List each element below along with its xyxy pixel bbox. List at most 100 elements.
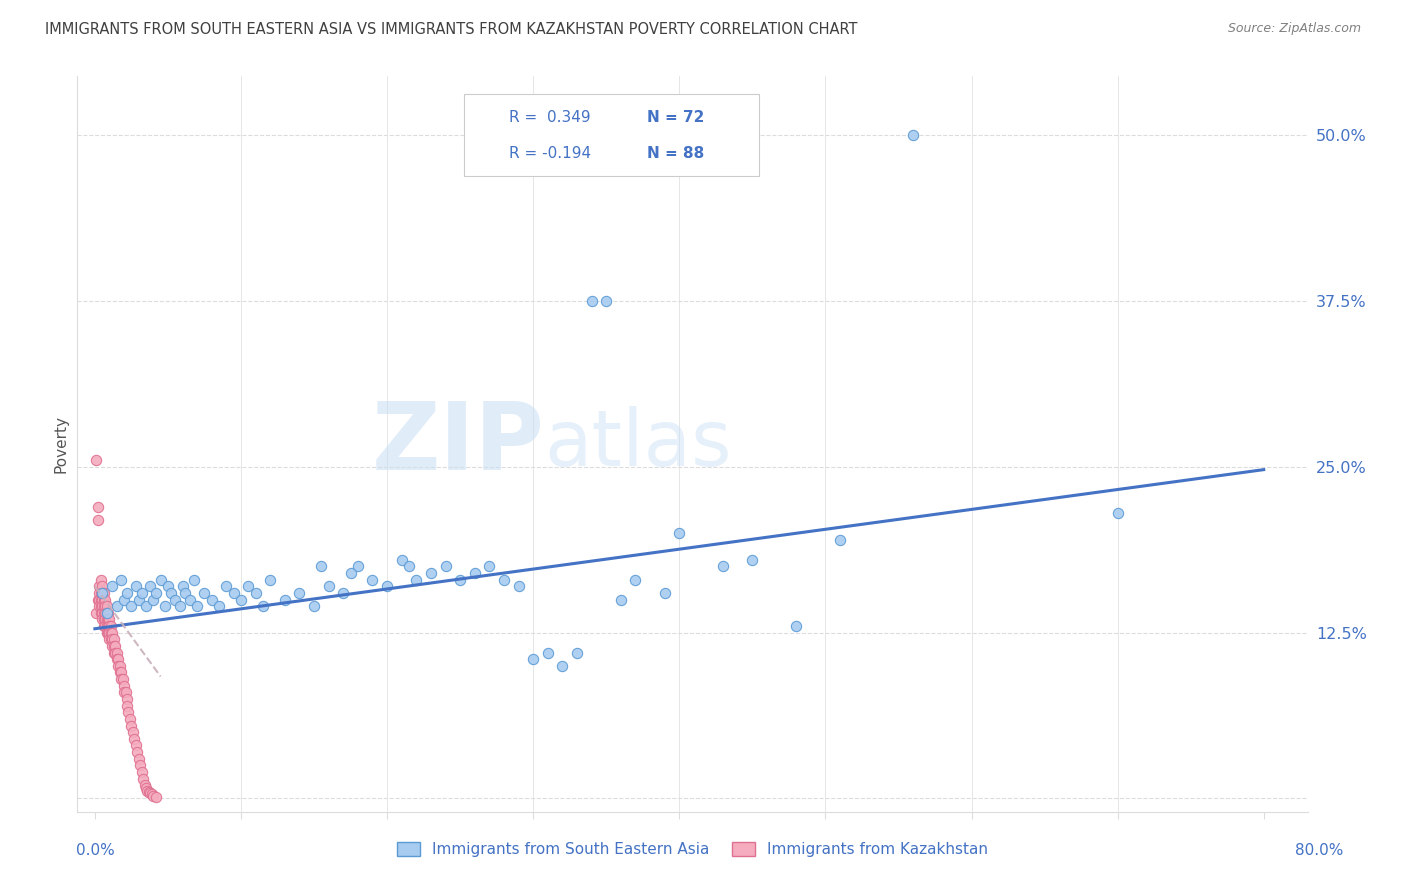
Point	[668, 526, 690, 541]
Point	[117, 706, 139, 720]
Text: IMMIGRANTS FROM SOUTH EASTERN ASIA VS IMMIGRANTS FROM KAZAKHSTAN POVERTY CORRELA: IMMIGRANTS FROM SOUTH EASTERN ASIA VS IM…	[45, 22, 858, 37]
Point	[96, 606, 118, 620]
Point	[108, 665, 131, 680]
Point	[105, 652, 128, 666]
Point	[110, 573, 132, 587]
Point	[785, 619, 807, 633]
Text: ZIP: ZIP	[373, 398, 546, 490]
Point	[537, 646, 560, 660]
Point	[595, 294, 617, 309]
Point	[142, 789, 165, 803]
Point	[259, 573, 281, 587]
Point	[332, 586, 354, 600]
Point	[96, 612, 118, 626]
Point	[86, 606, 108, 620]
Point	[138, 785, 160, 799]
Point	[91, 579, 114, 593]
Point	[149, 573, 172, 587]
Point	[391, 553, 413, 567]
Point	[172, 579, 194, 593]
Point	[110, 665, 132, 680]
Point	[98, 619, 121, 633]
Point	[183, 573, 205, 587]
Point	[238, 579, 260, 593]
Point	[98, 612, 121, 626]
Point	[104, 646, 127, 660]
Point	[288, 586, 311, 600]
Point	[101, 625, 124, 640]
Point	[89, 579, 111, 593]
Point	[86, 453, 108, 467]
Point	[347, 559, 370, 574]
Point	[375, 579, 398, 593]
Text: N = 72: N = 72	[647, 111, 704, 125]
Point	[90, 599, 112, 614]
Point	[91, 599, 114, 614]
Point	[311, 559, 333, 574]
Point	[97, 625, 120, 640]
Point	[741, 553, 763, 567]
Point	[711, 559, 734, 574]
Point	[208, 599, 231, 614]
Point	[105, 646, 128, 660]
Point	[139, 579, 162, 593]
Point	[318, 579, 340, 593]
Point	[193, 586, 215, 600]
Point	[96, 619, 118, 633]
Point	[160, 586, 183, 600]
Point	[108, 658, 131, 673]
Point	[93, 586, 115, 600]
Point	[91, 592, 114, 607]
Point	[165, 592, 187, 607]
Point	[112, 679, 135, 693]
Point	[90, 586, 112, 600]
Point	[565, 646, 588, 660]
Point	[103, 639, 125, 653]
Point	[252, 599, 274, 614]
Point	[101, 639, 124, 653]
Point	[91, 612, 114, 626]
Text: 0.0%: 0.0%	[76, 843, 115, 858]
Point	[115, 586, 138, 600]
Point	[91, 586, 114, 600]
Point	[201, 592, 224, 607]
Point	[100, 632, 122, 647]
Point	[93, 592, 115, 607]
Point	[93, 612, 115, 626]
Point	[610, 592, 633, 607]
Point	[508, 579, 530, 593]
Point	[274, 592, 297, 607]
Point	[97, 612, 120, 626]
Point	[419, 566, 441, 580]
Point	[89, 586, 111, 600]
Point	[142, 592, 165, 607]
Point	[169, 599, 191, 614]
Point	[107, 652, 129, 666]
Point	[112, 685, 135, 699]
Point	[98, 625, 121, 640]
Y-axis label: Poverty: Poverty	[53, 415, 69, 473]
Text: R = -0.194: R = -0.194	[509, 146, 591, 161]
Point	[129, 758, 152, 772]
Point	[174, 586, 197, 600]
Point	[654, 586, 676, 600]
Point	[112, 592, 135, 607]
Point	[478, 559, 501, 574]
Point	[215, 579, 238, 593]
Point	[97, 619, 120, 633]
Point	[120, 718, 142, 732]
Point	[229, 592, 252, 607]
Point	[339, 566, 361, 580]
Point	[96, 599, 118, 614]
Point	[125, 579, 148, 593]
Point	[104, 639, 127, 653]
Point	[124, 731, 146, 746]
Point	[828, 533, 851, 547]
Point	[449, 573, 471, 587]
Point	[91, 586, 114, 600]
Point	[114, 685, 136, 699]
Point	[128, 752, 150, 766]
Text: R =  0.349: R = 0.349	[509, 111, 591, 125]
Point	[145, 790, 167, 805]
Point	[93, 606, 115, 620]
